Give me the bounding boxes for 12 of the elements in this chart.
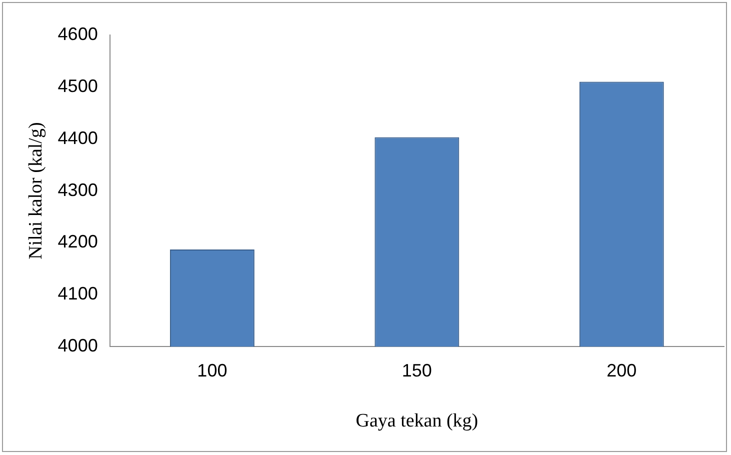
y-axis-title: Nilai kalor (kal/g) — [25, 122, 46, 260]
y-tick-label: 4000 — [58, 336, 98, 356]
y-tick-label: 4500 — [58, 76, 98, 96]
y-tick-label: 4300 — [58, 180, 98, 200]
y-tick-label: 4400 — [58, 128, 98, 148]
y-tick-label: 4600 — [58, 24, 98, 44]
y-tick-label: 4200 — [58, 232, 98, 252]
y-tick-label: 4100 — [58, 284, 98, 304]
x-tick-label: 100 — [197, 360, 228, 380]
x-tick-label: 150 — [402, 360, 432, 380]
x-tick-label: 200 — [606, 360, 637, 380]
x-axis-title: Gaya tekan (kg) — [356, 410, 478, 432]
